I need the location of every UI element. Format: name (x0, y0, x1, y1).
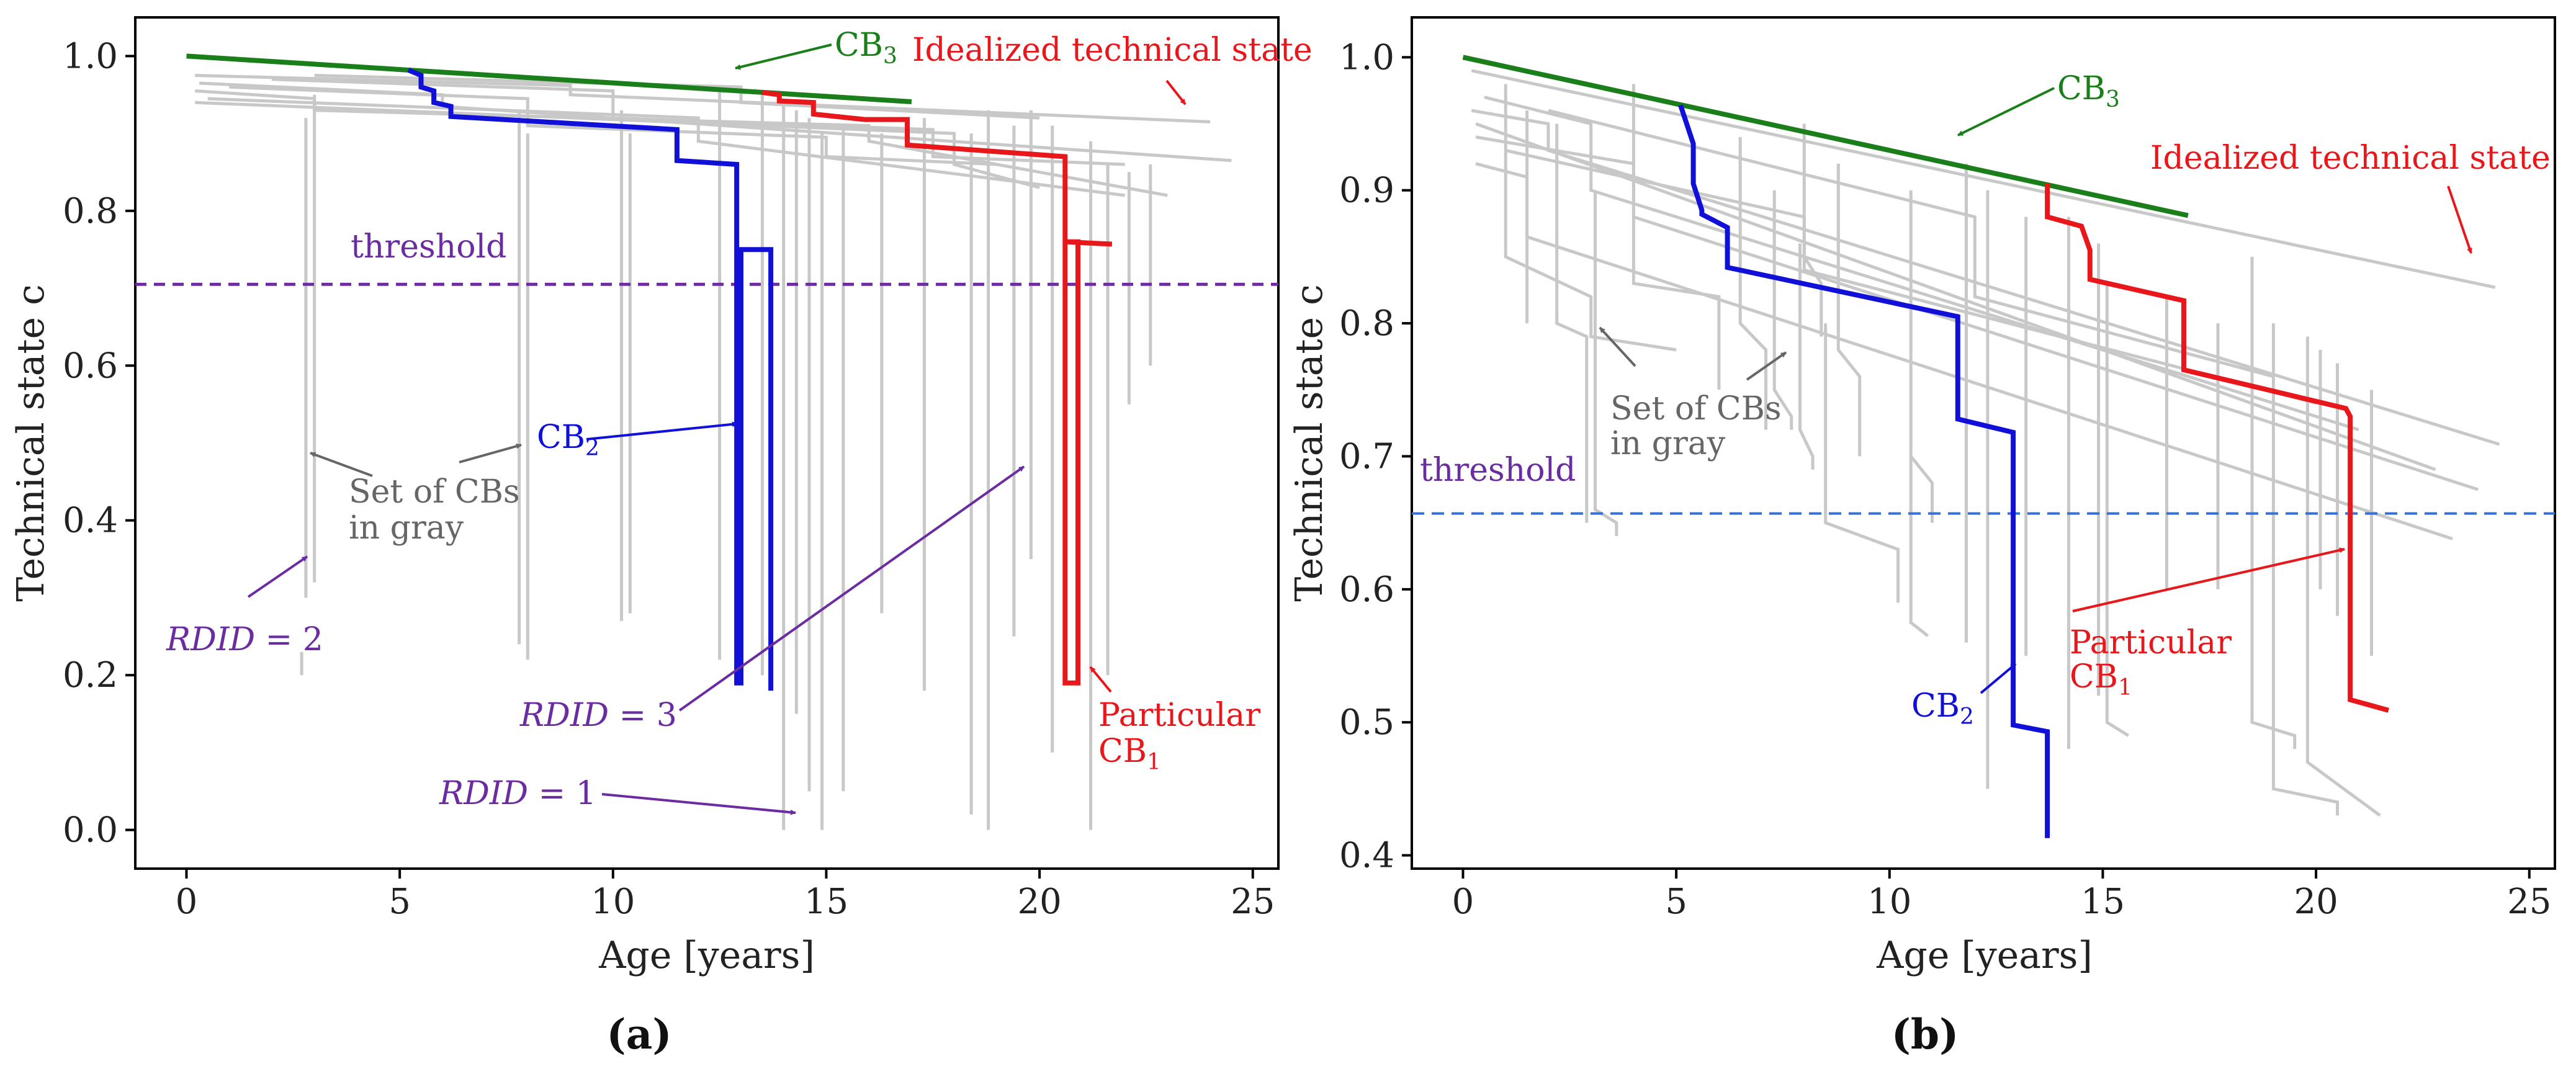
gray-cb-line (1475, 122, 2436, 472)
y-tick-label: 0.8 (1339, 303, 1394, 344)
svg-text:in gray: in gray (349, 509, 464, 547)
y-tick-label: 0.8 (63, 191, 118, 231)
y-tick-label: 0.7 (1339, 436, 1394, 477)
x-tick-label: 15 (804, 882, 848, 922)
gray-cb-line (1548, 109, 2274, 378)
svg-text:CB1: CB1 (2070, 658, 2132, 700)
y-tick-label: 0.5 (1339, 702, 1394, 743)
axis-ticks-a: 0 5 10 15 20 25 0.0 0.2 0.4 0.6 0.8 1.0 (63, 36, 1275, 922)
threshold-label-a: threshold (351, 228, 506, 266)
gray-cb-line (2271, 323, 2339, 816)
x-tick-label: 10 (591, 882, 635, 922)
gray-cb-line (199, 81, 1232, 163)
gray-cb-line (1798, 243, 1815, 470)
gray-cb-line (314, 74, 1040, 120)
gray-cb-line (1738, 136, 1767, 430)
gray-cb-line (2105, 283, 2130, 737)
series-line-cb1 (2045, 184, 2389, 713)
x-tick-label: 20 (2294, 882, 2338, 922)
annotation-cb1-a: Particular CB1 (1089, 666, 1260, 775)
series-line-cb2 (407, 68, 774, 691)
series-line-cb1 (761, 90, 1113, 686)
x-axis-label-a: Age [years] (598, 934, 815, 977)
gray-cb-line (1909, 456, 1929, 637)
svg-text:CB3: CB3 (2057, 70, 2120, 112)
threshold-label-b: threshold (1420, 452, 1576, 489)
annotation-rdid3-a: RDID = 3 (519, 465, 1025, 734)
svg-text:Particular: Particular (1098, 697, 1260, 734)
plot-area-a (135, 53, 1278, 830)
gray-cb-line (1471, 109, 2500, 446)
svg-text:Particular: Particular (2070, 624, 2232, 661)
y-axis-label-a: Technical state c (9, 284, 53, 602)
svg-text:Set of CBs: Set of CBs (1610, 390, 1782, 427)
annotation-set-a: Set of CBs in gray (310, 443, 522, 547)
panel-b: 0 5 10 15 20 25 0.4 0.5 0.6 0.7 0.8 0.9 1.0 Age [yea… (1288, 16, 2556, 1058)
x-tick-label: 20 (1017, 882, 1061, 922)
svg-text:Set of CBs: Set of CBs (349, 473, 520, 511)
series-line-cb2 (1678, 104, 2050, 838)
series-line-cb3 (1462, 55, 2189, 218)
gray-cb-line (2305, 336, 2381, 817)
gray-cb-line (1484, 96, 2359, 431)
annotation-set-b: Set of CBs in gray (1599, 326, 1787, 462)
y-tick-label: 0.4 (1339, 836, 1394, 876)
x-tick-label: 10 (1867, 882, 1911, 922)
svg-text:RDID = 1: RDID = 1 (439, 775, 596, 812)
y-tick-label: 0.6 (63, 346, 118, 386)
annotation-ideal-b: Idealized technical state (2150, 140, 2551, 254)
plot-area-b (1412, 55, 2555, 838)
x-axis-label-b: Age [years] (1876, 934, 2093, 977)
y-tick-label: 0.0 (63, 810, 118, 851)
annotation-rdid1-a: RDID = 1 (439, 775, 796, 815)
annotation-cb3-b: CB3 (1957, 70, 2120, 136)
y-tick-label: 0.2 (63, 655, 118, 696)
x-tick-label: 0 (1452, 882, 1474, 922)
y-tick-label: 1.0 (1339, 37, 1394, 78)
plot-frame-a (134, 16, 1280, 870)
annotation-ideal-a: Idealized technical state (912, 32, 1313, 105)
svg-text:Idealized technical state: Idealized technical state (2150, 140, 2551, 177)
y-tick-label: 0.9 (1339, 171, 1394, 211)
x-tick-label: 15 (2081, 882, 2125, 922)
y-tick-label: 0.4 (63, 501, 118, 541)
series-line-cb3 (186, 53, 912, 104)
y-tick-label: 1.0 (63, 36, 118, 76)
gray-cb-line (1824, 323, 1900, 603)
gray-cb-line (1909, 190, 1934, 523)
gray-cb-line (1772, 190, 1793, 430)
x-tick-label: 5 (388, 882, 411, 922)
y-tick-label: 0.6 (1339, 570, 1394, 610)
annotation-rdid2-a: RDID = 2 (166, 555, 323, 658)
panel-a: 0 5 10 15 20 25 0.0 0.2 0.4 0.6 0.8 1.0 Age [years]… (9, 16, 1313, 1058)
svg-text:RDID = 2: RDID = 2 (166, 621, 323, 658)
x-tick-label: 25 (1231, 882, 1275, 922)
panel-label-b: (b) (1892, 1010, 1959, 1058)
svg-text:RDID = 3: RDID = 3 (519, 697, 677, 734)
gray-cb-line (1504, 84, 1677, 352)
x-tick-label: 5 (1665, 882, 1687, 922)
gray-cb-line (271, 78, 1125, 166)
annotation-cb1-b: Particular CB1 (2070, 547, 2345, 700)
gray-cb-line (1802, 123, 1823, 337)
panel-label-a: (a) (606, 1010, 671, 1058)
gray-cb-line (1836, 163, 1862, 457)
gray-cb-line (1594, 190, 1618, 537)
x-tick-label: 0 (176, 882, 198, 922)
gray-cb-line (1631, 84, 1721, 390)
gray-cb-line (1471, 69, 2496, 289)
axis-ticks-b: 0 5 10 15 20 25 0.4 0.5 0.6 0.7 0.8 0.9 1.0 (1339, 37, 2551, 922)
x-tick-label: 25 (2507, 882, 2551, 922)
annotation-cb2-a: CB2 (537, 419, 738, 461)
y-axis-label-b: Technical state c (1288, 284, 1331, 602)
gray-cb-line (1555, 123, 1589, 523)
svg-text:Idealized technical state: Idealized technical state (912, 32, 1313, 69)
svg-text:in gray: in gray (1610, 425, 1726, 462)
